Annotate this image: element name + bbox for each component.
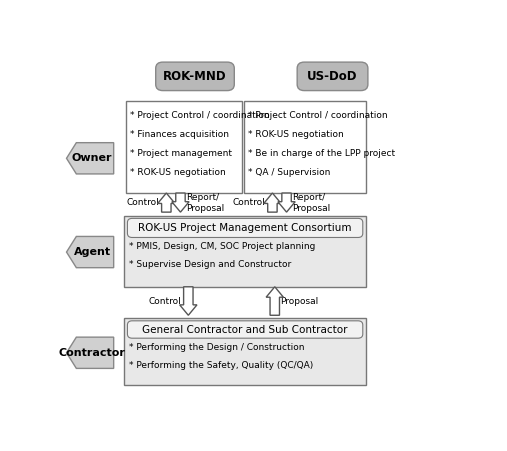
- Text: * ROK-US negotiation: * ROK-US negotiation: [248, 130, 344, 139]
- Text: * Finances acquisition: * Finances acquisition: [130, 130, 229, 139]
- Polygon shape: [66, 236, 114, 268]
- Text: * Performing the Design / Construction: * Performing the Design / Construction: [129, 343, 305, 352]
- Text: Control: Control: [233, 198, 266, 207]
- Text: Proposal: Proposal: [280, 296, 318, 305]
- Text: Control: Control: [127, 198, 160, 207]
- Text: ROK-MND: ROK-MND: [163, 70, 227, 83]
- Text: Report/
Proposal: Report/ Proposal: [187, 193, 225, 213]
- Polygon shape: [179, 287, 197, 315]
- Bar: [244, 101, 366, 193]
- Text: Contractor: Contractor: [59, 348, 126, 358]
- Text: * QA / Supervision: * QA / Supervision: [248, 168, 331, 177]
- Bar: [124, 318, 366, 385]
- Text: Agent: Agent: [74, 247, 111, 257]
- Polygon shape: [264, 193, 281, 212]
- Text: * Project Control / coordination: * Project Control / coordination: [130, 111, 270, 120]
- Text: US-DoD: US-DoD: [307, 70, 358, 83]
- Polygon shape: [172, 193, 189, 212]
- Text: * Be in charge of the LPP project: * Be in charge of the LPP project: [248, 149, 395, 158]
- Text: * Project management: * Project management: [130, 149, 232, 158]
- Text: Report/
Proposal: Report/ Proposal: [293, 193, 331, 213]
- FancyBboxPatch shape: [297, 62, 368, 91]
- FancyBboxPatch shape: [127, 218, 363, 238]
- Bar: [126, 101, 242, 193]
- Text: * Supervise Design and Constructor: * Supervise Design and Constructor: [129, 260, 291, 269]
- Text: * PMIS, Design, CM, SOC Project planning: * PMIS, Design, CM, SOC Project planning: [129, 242, 315, 251]
- Text: * ROK-US negotiation: * ROK-US negotiation: [130, 168, 226, 177]
- Text: * Project Control / coordination: * Project Control / coordination: [248, 111, 388, 120]
- Text: Owner: Owner: [72, 153, 113, 163]
- Polygon shape: [158, 193, 175, 212]
- Text: * Performing the Safety, Quality (QC/QA): * Performing the Safety, Quality (QC/QA): [129, 361, 313, 370]
- Text: Control: Control: [149, 296, 182, 305]
- FancyBboxPatch shape: [127, 321, 363, 338]
- Polygon shape: [66, 143, 114, 174]
- Bar: [124, 216, 366, 287]
- Text: ROK-US Project Management Consortium: ROK-US Project Management Consortium: [138, 223, 352, 233]
- Polygon shape: [278, 193, 295, 212]
- FancyBboxPatch shape: [156, 62, 234, 91]
- Polygon shape: [66, 337, 114, 368]
- Text: General Contractor and Sub Contractor: General Contractor and Sub Contractor: [142, 325, 348, 335]
- Polygon shape: [266, 287, 283, 315]
